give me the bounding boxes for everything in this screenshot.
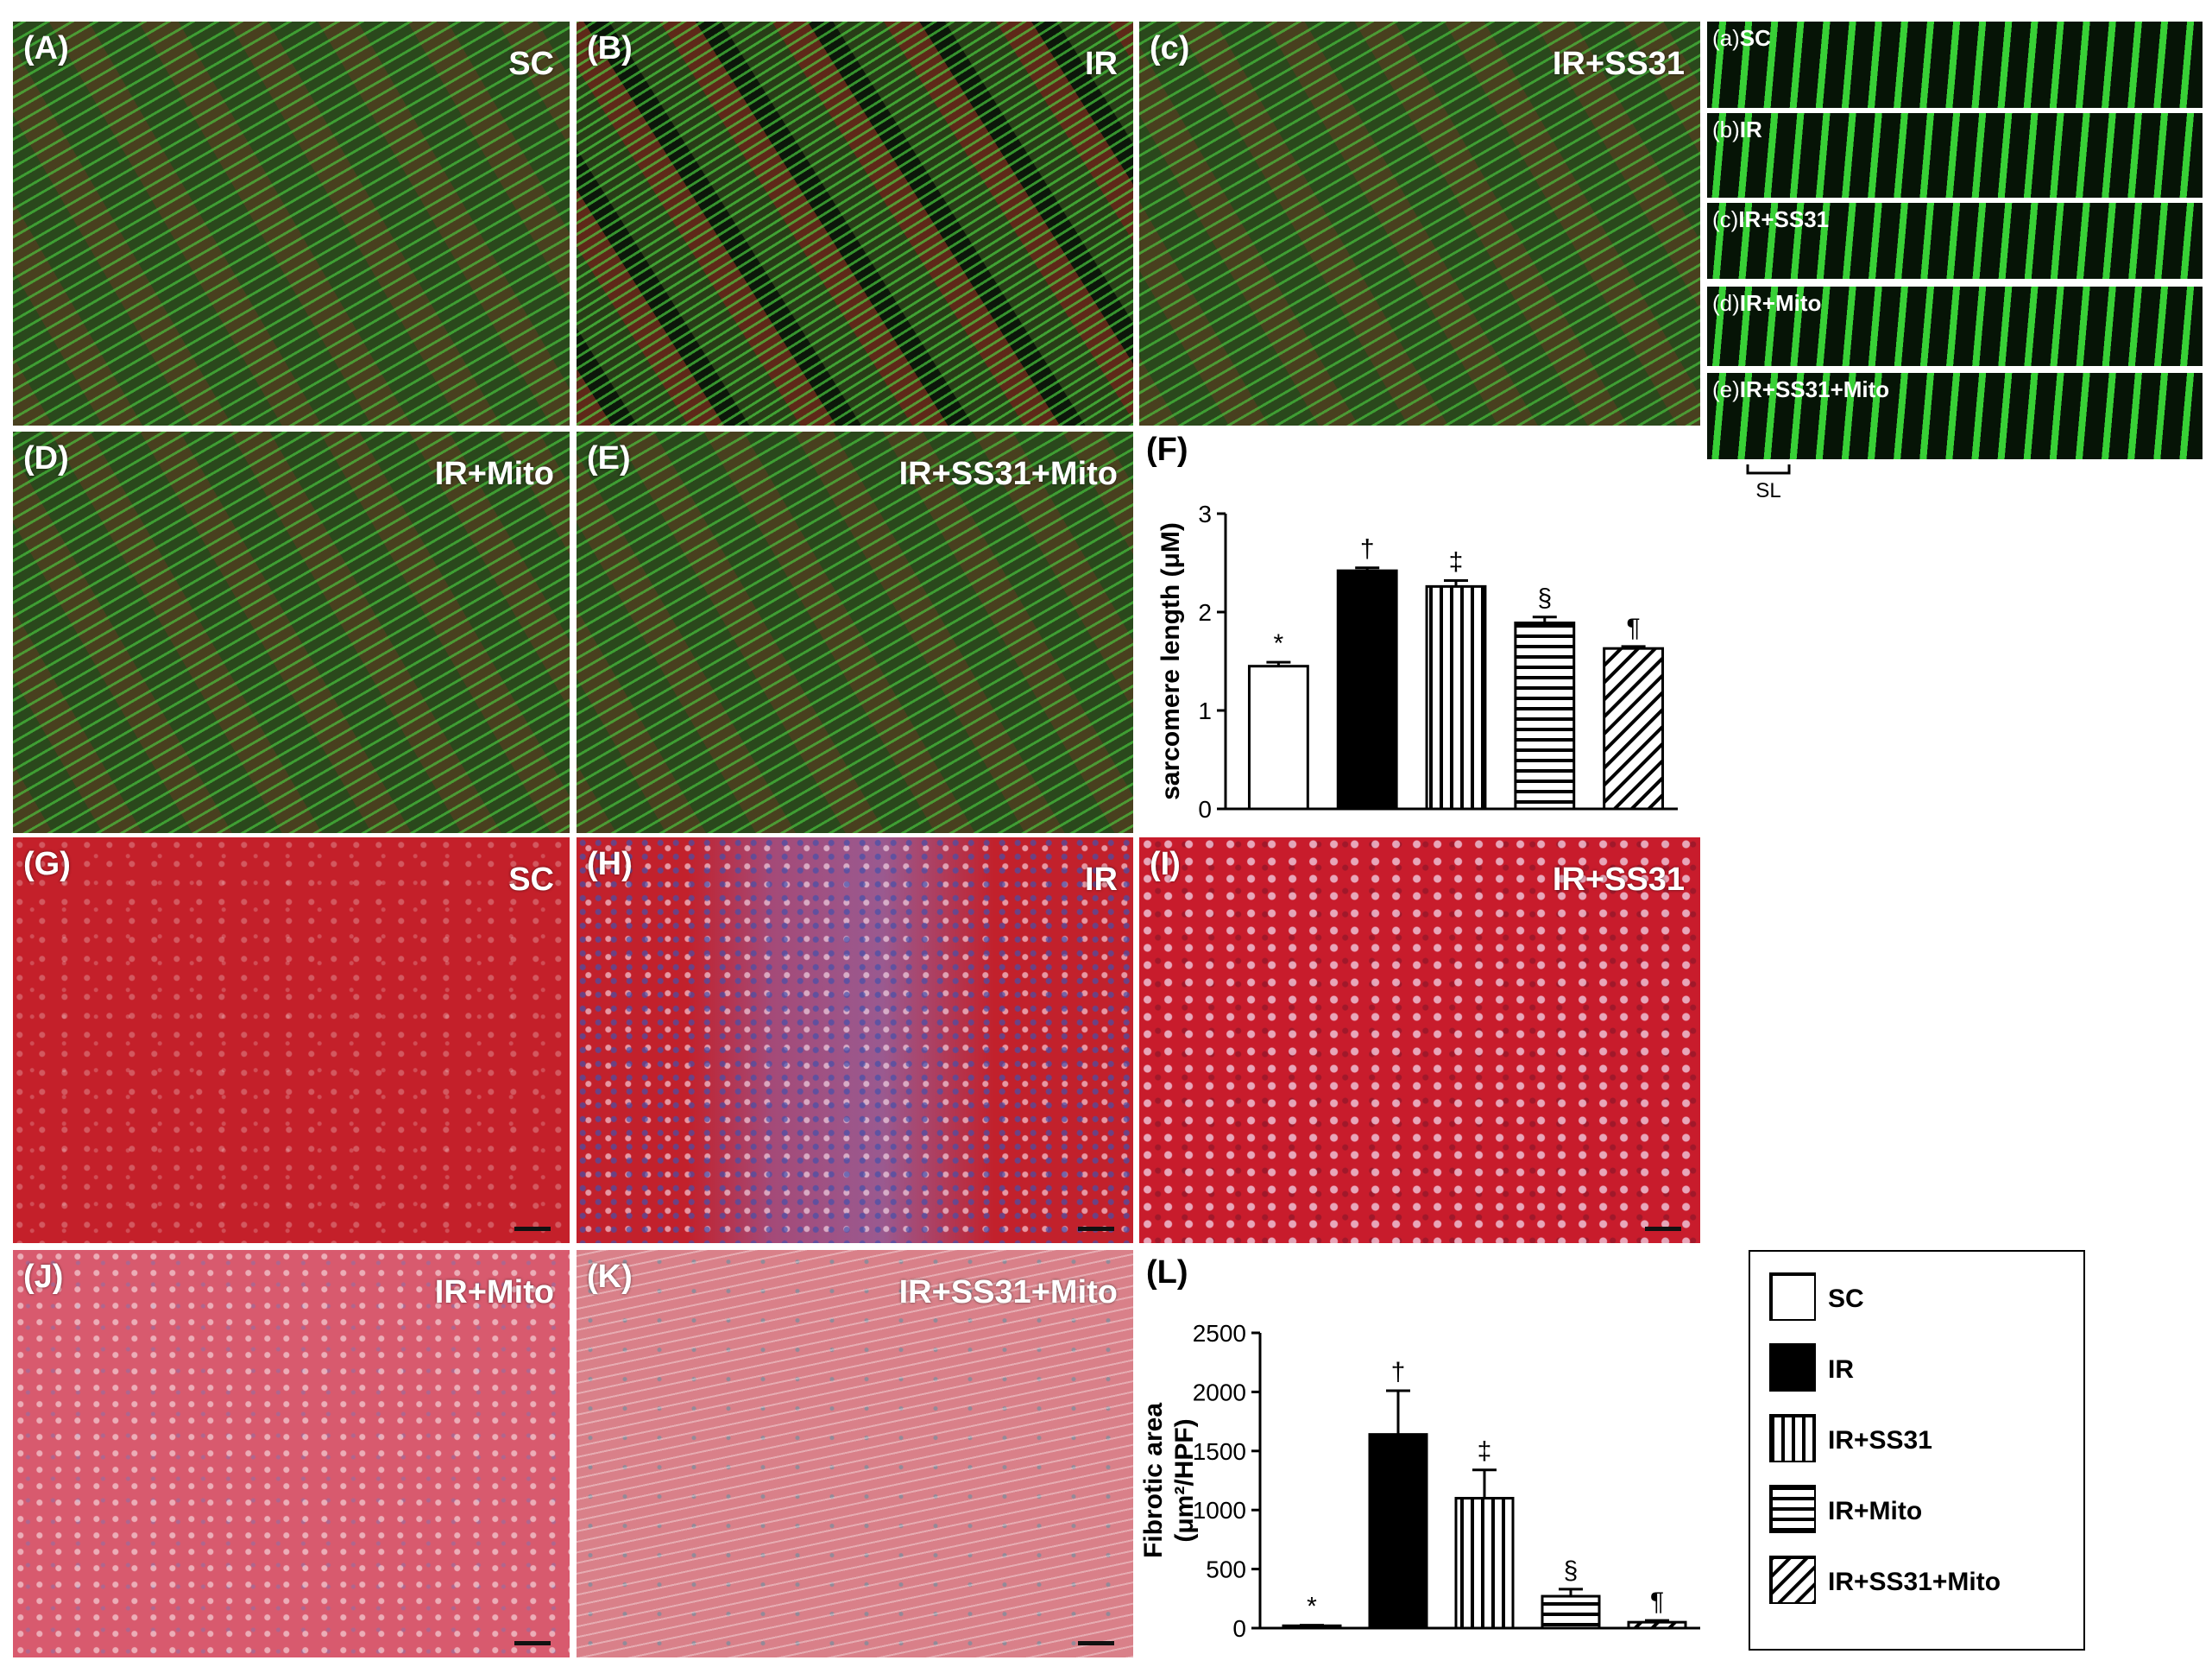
y-tick-label: 500 (1206, 1556, 1246, 1583)
bar-1 (1368, 1433, 1428, 1630)
significance-mark: § (1537, 584, 1552, 613)
panel-b-micrograph: (B) IR (577, 22, 1133, 426)
bar-2 (1454, 1497, 1515, 1630)
panel-label: (D) (23, 440, 69, 477)
inset-group: IR+SS31 (1738, 206, 1830, 232)
panel-label: (K) (587, 1259, 633, 1295)
panel-j-micrograph: (J) IR+Mito (13, 1250, 570, 1657)
panel-label: (H) (587, 846, 633, 882)
significance-mark: ¶ (1650, 1588, 1664, 1616)
panel-label: (B) (587, 30, 633, 66)
panel-h-micrograph: (H) IR (577, 837, 1133, 1243)
panel-label: (c) (1150, 30, 1190, 66)
bar-3 (1514, 622, 1576, 811)
panel-c-micrograph: (c) IR+SS31 (1139, 22, 1700, 426)
group-label: SC (508, 46, 554, 82)
scale-bar (1645, 1227, 1681, 1231)
panel-label: (E) (587, 440, 631, 477)
inset-letter: (c) (1712, 206, 1739, 232)
y-tick-label: 2 (1198, 599, 1212, 626)
inset-letter: (a) (1712, 25, 1740, 51)
legend-swatch-solid (1769, 1343, 1816, 1392)
inset-group: IR (1739, 117, 1762, 142)
significance-mark: † (1391, 1358, 1406, 1386)
scale-bar (1078, 1641, 1114, 1645)
significance-mark: ‡ (1478, 1437, 1492, 1466)
significance-mark: § (1564, 1556, 1579, 1585)
bar-0 (1247, 665, 1309, 811)
legend-swatch-open (1769, 1272, 1816, 1321)
legend-label: SC (1828, 1285, 1864, 1313)
legend-swatch-diagonal (1769, 1556, 1816, 1604)
group-label: IR+SS31+Mito (898, 456, 1118, 492)
significance-mark: ¶ (1627, 614, 1641, 642)
inset-group: SC (1739, 25, 1771, 51)
group-label: IR (1085, 46, 1118, 82)
inset-strip-c: (c)IR+SS31 (1707, 203, 2203, 279)
group-label: SC (508, 862, 554, 898)
inset-strip-d: (d)IR+Mito (1707, 287, 2203, 366)
y-tick-label: 2500 (1193, 1320, 1246, 1347)
inset-letter: (b) (1712, 117, 1740, 142)
panel-k-micrograph: (K) IR+SS31+Mito (577, 1250, 1133, 1657)
legend-label: IR+SS31 (1828, 1426, 1932, 1455)
group-label: IR+Mito (434, 1274, 554, 1310)
inset-letter: (e) (1712, 376, 1740, 402)
fibrotic-area-chart: (L) 0 500 1000 1500 2000 2500 Fibrotic area (μm²… (1139, 1254, 1700, 1642)
inset-group: IR+Mito (1739, 290, 1822, 316)
chart-panel-label: (F) (1146, 432, 1188, 468)
group-label: IR+SS31 (1552, 46, 1685, 82)
significance-mark: † (1360, 535, 1375, 564)
y-axis-label: Fibrotic area (1139, 1403, 1168, 1558)
panel-label: (G) (23, 846, 71, 882)
panel-d-micrograph: (D) IR+Mito (13, 432, 570, 833)
scale-bar (514, 1227, 551, 1231)
group-label: IR+SS31+Mito (898, 1274, 1118, 1310)
y-axis-label-units: (μm²/HPF) (1170, 1418, 1199, 1542)
y-tick-label: 0 (1232, 1615, 1246, 1642)
group-label: IR+SS31 (1552, 862, 1685, 898)
panel-label: (I) (1150, 846, 1181, 882)
panel-a-micrograph: (A) SC (13, 22, 570, 426)
inset-strip-a: (a)SC (1707, 22, 2203, 108)
inset-scale-bar: SL (1746, 464, 1791, 502)
panel-label: (J) (23, 1259, 64, 1295)
y-tick-label: 2000 (1193, 1379, 1246, 1405)
inset-strip-b: (b)IR (1707, 113, 2203, 198)
y-tick-label: 0 (1198, 796, 1212, 823)
y-axis-label: sarcomere length (μM) (1156, 522, 1185, 800)
panel-label: (A) (23, 30, 69, 66)
group-label: IR (1085, 862, 1118, 898)
legend-swatch-vertical (1769, 1414, 1816, 1462)
scale-bar (1078, 1227, 1114, 1231)
legend-label: IR+Mito (1828, 1497, 1923, 1525)
sarcomere-length-chart: (F) 0 1 2 3 sarcomere length (μM) * † ‡ § ¶ (1146, 432, 1678, 823)
y-tick-label: 1 (1198, 698, 1212, 724)
inset-letter: (d) (1712, 290, 1740, 316)
bar-4 (1627, 1620, 1687, 1630)
scale-bar (514, 1641, 551, 1645)
significance-mark: * (1307, 1593, 1317, 1621)
legend-label: IR (1828, 1355, 1854, 1384)
significance-mark: * (1274, 629, 1284, 658)
y-tick-label: 1500 (1193, 1438, 1246, 1465)
significance-mark: ‡ (1449, 548, 1464, 577)
bar-3 (1541, 1594, 1601, 1630)
inset-strip-e: (e)IR+SS31+Mito (1707, 373, 2203, 459)
chart-legend: SC IR IR+SS31 IR+Mito IR+SS31+Mito (1749, 1250, 2085, 1651)
legend-swatch-horizontal (1769, 1485, 1816, 1533)
panel-e-micrograph: (E) IR+SS31+Mito (577, 432, 1133, 833)
panel-g-micrograph: (G) SC (13, 837, 570, 1243)
inset-group: IR+SS31+Mito (1739, 376, 1890, 402)
bar-4 (1603, 647, 1665, 811)
bar-2 (1425, 584, 1487, 811)
y-tick-label: 3 (1198, 501, 1212, 527)
legend-label: IR+SS31+Mito (1828, 1568, 2001, 1596)
bar-1 (1336, 569, 1398, 811)
group-label: IR+Mito (434, 456, 554, 492)
panel-i-micrograph: (I) IR+SS31 (1139, 837, 1700, 1243)
y-tick-label: 1000 (1193, 1497, 1246, 1524)
chart-panel-label: (L) (1146, 1254, 1188, 1291)
inset-scale-label: SL (1755, 479, 1780, 502)
